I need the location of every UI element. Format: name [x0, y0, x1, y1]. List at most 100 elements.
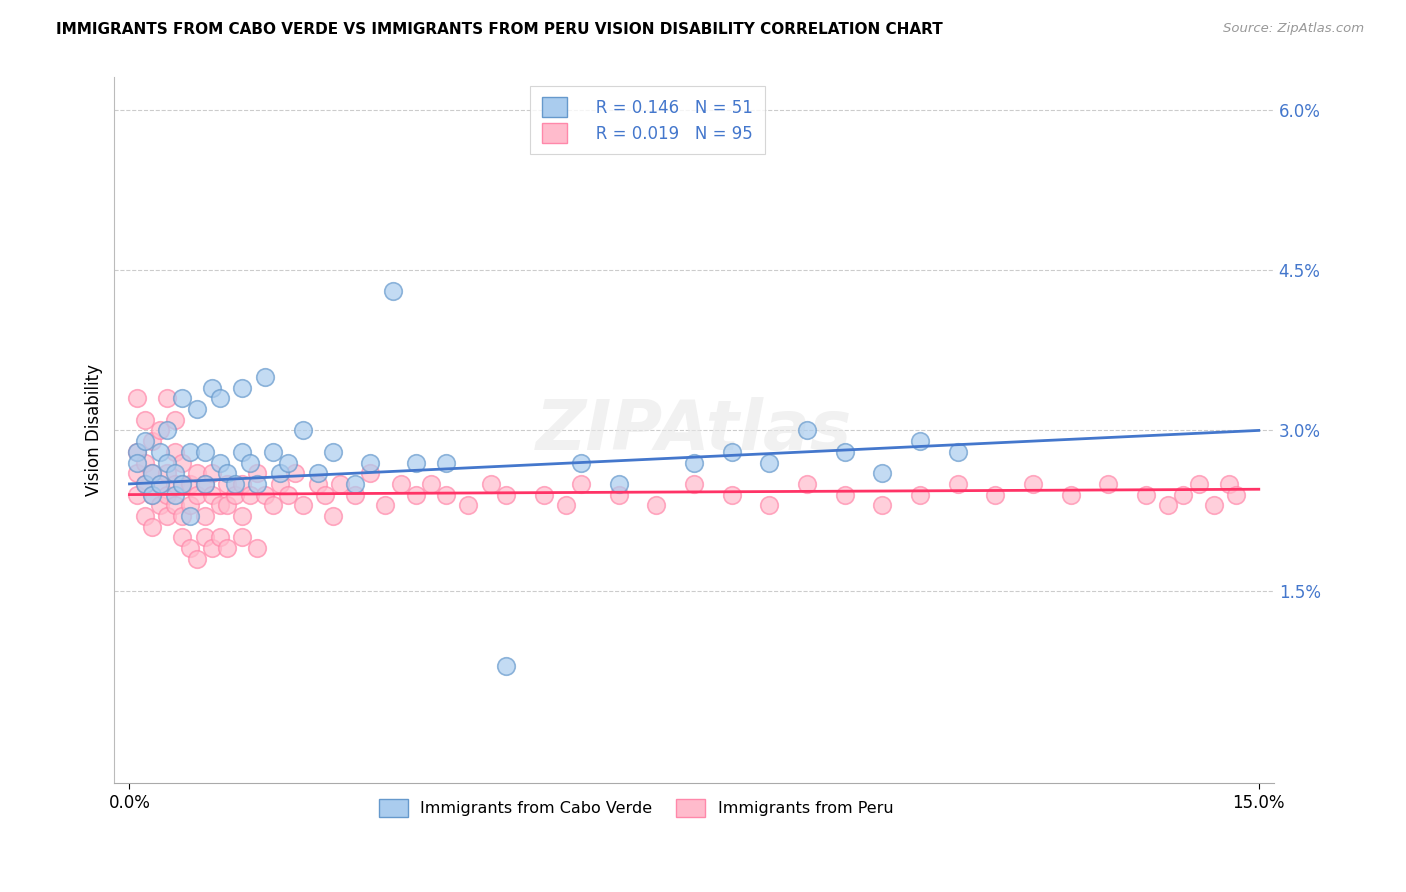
Point	[201, 466, 224, 480]
Point	[217, 466, 239, 480]
Point	[555, 498, 578, 512]
Point	[946, 445, 969, 459]
Point	[125, 456, 148, 470]
Point	[269, 466, 291, 480]
Point	[208, 456, 231, 470]
Point	[186, 402, 208, 417]
Point	[479, 476, 502, 491]
Point	[908, 434, 931, 449]
Text: Source: ZipAtlas.com: Source: ZipAtlas.com	[1223, 22, 1364, 36]
Point	[322, 445, 344, 459]
Point	[1135, 487, 1157, 501]
Point	[141, 466, 163, 480]
Point	[156, 424, 179, 438]
Point	[186, 466, 208, 480]
Point	[149, 445, 172, 459]
Point	[381, 285, 404, 299]
Point	[201, 487, 224, 501]
Point	[291, 498, 314, 512]
Point	[495, 487, 517, 501]
Legend: Immigrants from Cabo Verde, Immigrants from Peru: Immigrants from Cabo Verde, Immigrants f…	[371, 791, 901, 825]
Point	[374, 498, 396, 512]
Text: IMMIGRANTS FROM CABO VERDE VS IMMIGRANTS FROM PERU VISION DISABILITY CORRELATION: IMMIGRANTS FROM CABO VERDE VS IMMIGRANTS…	[56, 22, 943, 37]
Point	[134, 434, 156, 449]
Point	[149, 476, 172, 491]
Point	[172, 530, 194, 544]
Point	[758, 498, 780, 512]
Point	[1059, 487, 1081, 501]
Point	[194, 476, 217, 491]
Point	[434, 487, 457, 501]
Point	[231, 530, 253, 544]
Point	[239, 487, 262, 501]
Point	[834, 487, 856, 501]
Point	[149, 476, 172, 491]
Point	[194, 508, 217, 523]
Point	[163, 476, 186, 491]
Point	[495, 658, 517, 673]
Point	[1218, 476, 1240, 491]
Point	[141, 487, 163, 501]
Point	[156, 508, 179, 523]
Point	[217, 498, 239, 512]
Point	[277, 456, 299, 470]
Point	[796, 476, 818, 491]
Point	[834, 445, 856, 459]
Point	[125, 445, 148, 459]
Point	[201, 541, 224, 555]
Text: ZIPAtlas: ZIPAtlas	[536, 397, 852, 464]
Point	[946, 476, 969, 491]
Point	[163, 413, 186, 427]
Point	[683, 476, 706, 491]
Point	[179, 541, 201, 555]
Point	[607, 487, 630, 501]
Point	[149, 424, 172, 438]
Point	[208, 498, 231, 512]
Point	[239, 456, 262, 470]
Point	[194, 530, 217, 544]
Point	[231, 445, 253, 459]
Point	[172, 508, 194, 523]
Point	[156, 466, 179, 480]
Point	[405, 456, 427, 470]
Point	[720, 445, 742, 459]
Y-axis label: Vision Disability: Vision Disability	[86, 365, 103, 497]
Point	[758, 456, 780, 470]
Point	[1097, 476, 1119, 491]
Point	[1202, 498, 1225, 512]
Point	[1173, 487, 1195, 501]
Point	[179, 476, 201, 491]
Point	[149, 498, 172, 512]
Point	[217, 476, 239, 491]
Point	[125, 392, 148, 406]
Point	[307, 476, 329, 491]
Point	[134, 508, 156, 523]
Point	[134, 413, 156, 427]
Point	[156, 456, 179, 470]
Point	[172, 456, 194, 470]
Point	[607, 476, 630, 491]
Point	[262, 445, 284, 459]
Point	[134, 476, 156, 491]
Point	[569, 456, 592, 470]
Point	[291, 424, 314, 438]
Point	[208, 530, 231, 544]
Point	[141, 487, 163, 501]
Point	[872, 466, 894, 480]
Point	[194, 476, 217, 491]
Point	[141, 434, 163, 449]
Point	[314, 487, 336, 501]
Point	[224, 487, 246, 501]
Point	[984, 487, 1007, 501]
Point	[1225, 487, 1247, 501]
Point	[201, 381, 224, 395]
Point	[246, 541, 269, 555]
Point	[277, 487, 299, 501]
Point	[231, 381, 253, 395]
Point	[231, 476, 253, 491]
Point	[1022, 476, 1045, 491]
Point	[253, 370, 276, 384]
Point	[262, 498, 284, 512]
Point	[322, 508, 344, 523]
Point	[344, 487, 367, 501]
